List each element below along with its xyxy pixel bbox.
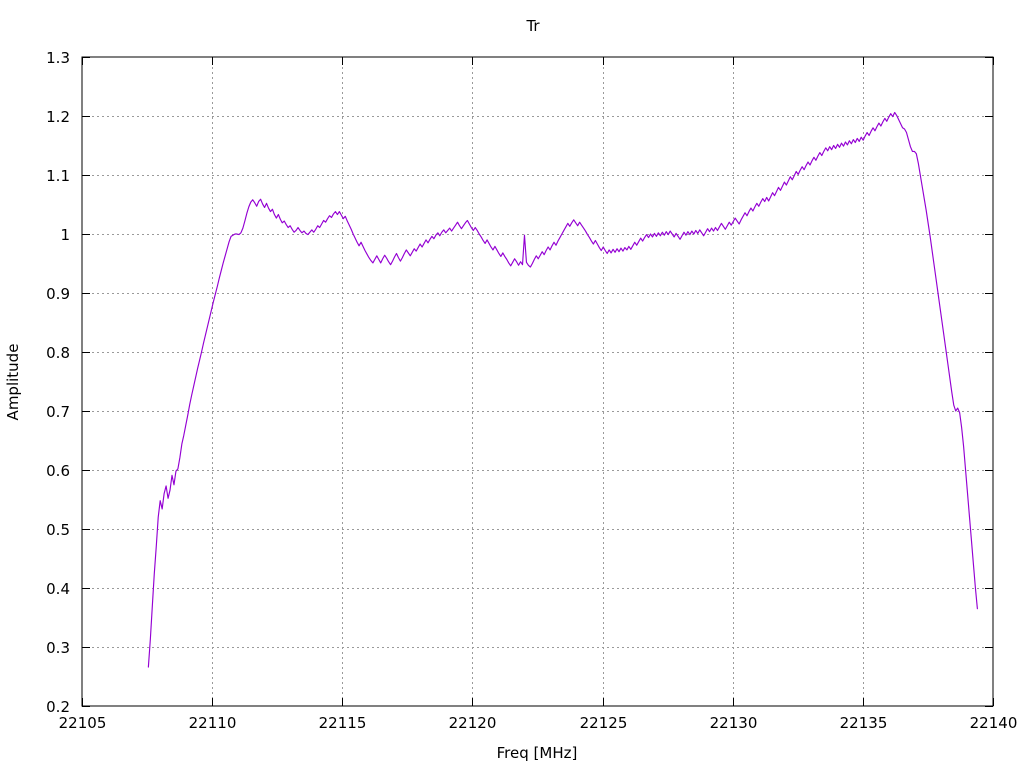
y-tick-label: 0.4 bbox=[46, 580, 70, 598]
x-tick-label: 22135 bbox=[840, 714, 888, 732]
x-tick-label: 22140 bbox=[970, 714, 1018, 732]
y-tick-label: 0.2 bbox=[46, 698, 70, 716]
y-tick-label: 1 bbox=[60, 226, 70, 244]
x-tick-label: 22120 bbox=[449, 714, 497, 732]
y-tick-labels: 0.2 0.3 0.4 0.5 0.6 0.7 0.8 0.9 1 1.1 1.2 1.3 bbox=[46, 49, 70, 716]
y-tick-label: 1.1 bbox=[46, 167, 70, 185]
y-tick-label: 1.3 bbox=[46, 49, 70, 67]
y-tick-label: 0.6 bbox=[46, 462, 70, 480]
axis-tick-marks bbox=[81, 56, 995, 708]
y-tick-label: 0.3 bbox=[46, 639, 70, 657]
x-tick-label: 22130 bbox=[710, 714, 758, 732]
x-tick-labels: 22105 22110 22115 22120 22125 22130 22135 22140 bbox=[59, 714, 1018, 732]
y-tick-label: 0.8 bbox=[46, 344, 70, 362]
data-series-tr bbox=[147, 111, 978, 668]
y-tick-label: 0.7 bbox=[46, 403, 70, 421]
y-axis-title: Amplitude bbox=[4, 344, 22, 421]
x-axis-title: Freq [MHz] bbox=[497, 744, 578, 762]
x-tick-label: 22105 bbox=[59, 714, 107, 732]
x-tick-label: 22110 bbox=[189, 714, 237, 732]
y-tick-label: 1.2 bbox=[46, 108, 70, 126]
chart-title: Tr bbox=[525, 17, 540, 35]
y-tick-label: 0.9 bbox=[46, 285, 70, 303]
plot-border bbox=[81, 56, 994, 707]
x-tick-label: 22125 bbox=[580, 714, 628, 732]
grid-lines bbox=[82, 57, 993, 706]
y-tick-label: 0.5 bbox=[46, 521, 70, 539]
x-tick-label: 22115 bbox=[319, 714, 367, 732]
